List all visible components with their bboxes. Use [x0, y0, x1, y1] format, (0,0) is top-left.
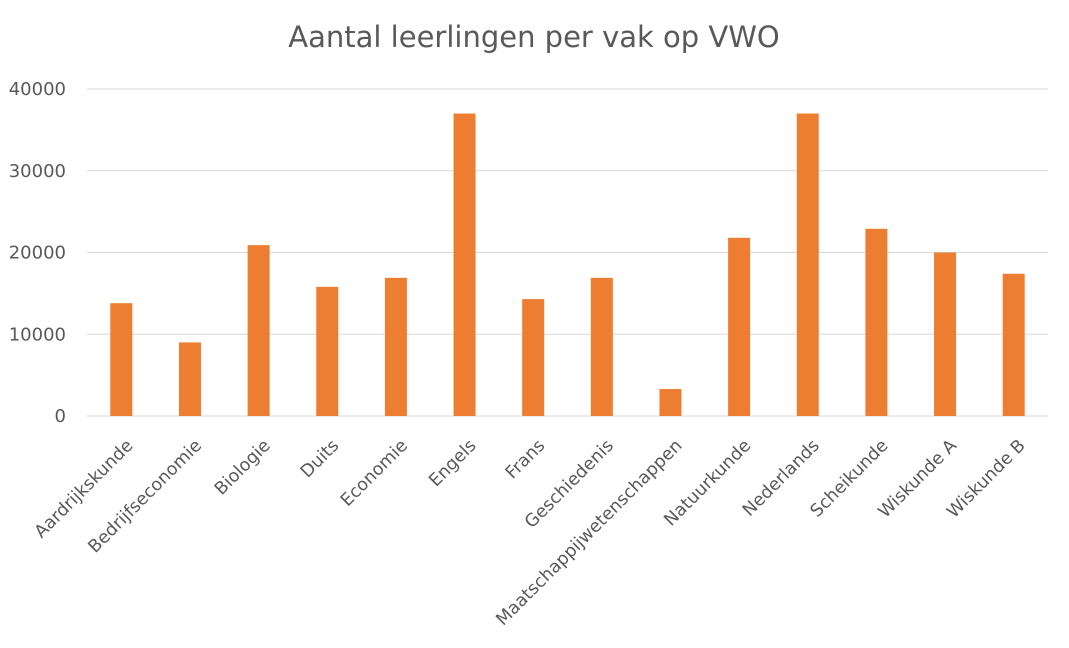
bar-wiskunde-b [1002, 273, 1025, 416]
bar-frans [522, 299, 545, 416]
y-tick-label: 10000 [9, 324, 66, 345]
gridlines [87, 88, 1048, 417]
bar-biologie [247, 245, 270, 416]
x-category-label: Biologie [211, 436, 275, 500]
y-axis-ticks: 0 10000 20000 30000 40000 [9, 79, 66, 427]
bar-engels [453, 113, 476, 417]
x-category-label: Engels [425, 436, 480, 491]
x-category-label: Bedrijfseconomie [85, 436, 206, 557]
bar-aardrijkskunde [110, 303, 133, 416]
bars [110, 113, 1025, 417]
bar-bedrijfseconomie [178, 342, 201, 416]
x-category-label: Duits [297, 436, 343, 482]
y-tick-label: 40000 [9, 79, 66, 100]
y-tick-label: 0 [55, 406, 66, 427]
bar-economie [384, 277, 407, 416]
bar-nederlands [796, 113, 819, 417]
x-category-label: Frans [502, 436, 549, 483]
bar-geschiedenis [590, 277, 613, 416]
x-category-label: Economie [337, 436, 412, 511]
bar-wiskunde-a [934, 252, 957, 416]
bar-duits [316, 286, 339, 416]
bar-scheikunde [865, 228, 888, 416]
chart-title: Aantal leerlingen per vak op VWO [288, 20, 779, 54]
bar-maatschappijwetenschappen [659, 389, 682, 416]
bar-natuurkunde [728, 237, 751, 416]
y-tick-label: 30000 [9, 161, 66, 182]
y-tick-label: 20000 [9, 243, 66, 264]
